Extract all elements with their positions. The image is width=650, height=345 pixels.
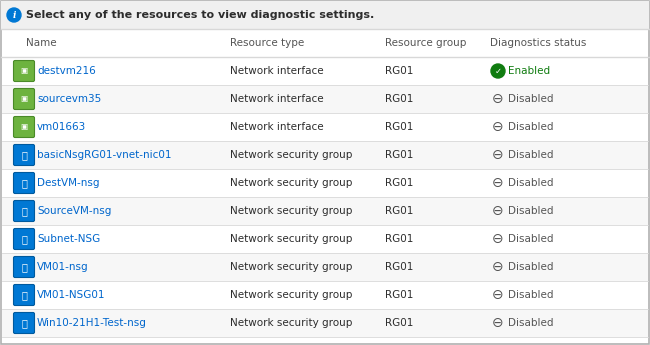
Text: sourcevm35: sourcevm35 xyxy=(37,94,101,104)
Text: ⊖: ⊖ xyxy=(492,120,504,134)
Text: ✓: ✓ xyxy=(495,67,502,76)
Text: Disabled: Disabled xyxy=(508,150,554,160)
FancyBboxPatch shape xyxy=(14,60,34,81)
FancyBboxPatch shape xyxy=(14,117,34,138)
Text: RG01: RG01 xyxy=(385,94,413,104)
Text: ⊖: ⊖ xyxy=(492,176,504,190)
FancyBboxPatch shape xyxy=(14,89,34,109)
Text: ▣: ▣ xyxy=(20,67,27,76)
Text: RG01: RG01 xyxy=(385,178,413,188)
Text: destvm216: destvm216 xyxy=(37,66,96,76)
FancyBboxPatch shape xyxy=(2,253,648,281)
Text: Disabled: Disabled xyxy=(508,262,554,272)
FancyBboxPatch shape xyxy=(2,197,648,225)
FancyBboxPatch shape xyxy=(2,57,648,85)
Text: Network interface: Network interface xyxy=(230,122,324,132)
Circle shape xyxy=(7,8,21,22)
Text: Disabled: Disabled xyxy=(508,122,554,132)
Text: Resource type: Resource type xyxy=(230,38,304,48)
Text: Enabled: Enabled xyxy=(508,66,550,76)
Text: Network security group: Network security group xyxy=(230,262,352,272)
Text: Disabled: Disabled xyxy=(508,318,554,328)
Text: Network security group: Network security group xyxy=(230,178,352,188)
Text: Network security group: Network security group xyxy=(230,234,352,244)
Text: ⊖: ⊖ xyxy=(492,92,504,106)
Text: 🛡: 🛡 xyxy=(21,150,27,160)
Text: RG01: RG01 xyxy=(385,206,413,216)
FancyBboxPatch shape xyxy=(14,256,34,277)
Text: Network interface: Network interface xyxy=(230,94,324,104)
Text: DestVM-nsg: DestVM-nsg xyxy=(37,178,99,188)
Text: VM01-nsg: VM01-nsg xyxy=(37,262,88,272)
Text: RG01: RG01 xyxy=(385,122,413,132)
Text: 🛡: 🛡 xyxy=(21,290,27,300)
Text: Network interface: Network interface xyxy=(230,66,324,76)
Text: 🛡: 🛡 xyxy=(21,178,27,188)
Text: Disabled: Disabled xyxy=(508,178,554,188)
FancyBboxPatch shape xyxy=(2,225,648,253)
FancyBboxPatch shape xyxy=(2,85,648,113)
Text: Disabled: Disabled xyxy=(508,234,554,244)
Text: Disabled: Disabled xyxy=(508,94,554,104)
FancyBboxPatch shape xyxy=(14,313,34,334)
FancyBboxPatch shape xyxy=(2,141,648,169)
Text: 🛡: 🛡 xyxy=(21,262,27,272)
FancyBboxPatch shape xyxy=(2,113,648,141)
Text: ⊖: ⊖ xyxy=(492,316,504,330)
Text: Win10-21H1-Test-nsg: Win10-21H1-Test-nsg xyxy=(37,318,147,328)
Text: RG01: RG01 xyxy=(385,234,413,244)
Text: Disabled: Disabled xyxy=(508,206,554,216)
Text: Name: Name xyxy=(26,38,57,48)
Text: Resource group: Resource group xyxy=(385,38,467,48)
FancyBboxPatch shape xyxy=(2,309,648,337)
FancyBboxPatch shape xyxy=(14,228,34,249)
FancyBboxPatch shape xyxy=(2,281,648,309)
Text: Diagnostics status: Diagnostics status xyxy=(490,38,586,48)
Text: Network security group: Network security group xyxy=(230,290,352,300)
FancyBboxPatch shape xyxy=(14,145,34,166)
Text: Disabled: Disabled xyxy=(508,290,554,300)
FancyBboxPatch shape xyxy=(2,169,648,197)
Text: RG01: RG01 xyxy=(385,318,413,328)
Text: ▣: ▣ xyxy=(20,95,27,103)
Text: RG01: RG01 xyxy=(385,290,413,300)
FancyBboxPatch shape xyxy=(14,172,34,194)
Text: Select any of the resources to view diagnostic settings.: Select any of the resources to view diag… xyxy=(26,10,374,20)
Text: ⊖: ⊖ xyxy=(492,260,504,274)
Text: SourceVM-nsg: SourceVM-nsg xyxy=(37,206,111,216)
FancyBboxPatch shape xyxy=(1,1,649,29)
Text: 🛡: 🛡 xyxy=(21,206,27,216)
Text: RG01: RG01 xyxy=(385,262,413,272)
Circle shape xyxy=(491,64,505,78)
Text: ⊖: ⊖ xyxy=(492,148,504,162)
FancyBboxPatch shape xyxy=(14,200,34,221)
Text: RG01: RG01 xyxy=(385,150,413,160)
Text: 🛡: 🛡 xyxy=(21,234,27,244)
Text: vm01663: vm01663 xyxy=(37,122,86,132)
Text: 🛡: 🛡 xyxy=(21,318,27,328)
Text: Subnet-NSG: Subnet-NSG xyxy=(37,234,100,244)
FancyBboxPatch shape xyxy=(14,285,34,306)
Text: i: i xyxy=(12,11,16,20)
Text: basicNsgRG01-vnet-nic01: basicNsgRG01-vnet-nic01 xyxy=(37,150,172,160)
Text: ⊖: ⊖ xyxy=(492,204,504,218)
Text: Network security group: Network security group xyxy=(230,206,352,216)
Text: VM01-NSG01: VM01-NSG01 xyxy=(37,290,105,300)
Text: ⊖: ⊖ xyxy=(492,232,504,246)
Text: Network security group: Network security group xyxy=(230,318,352,328)
Text: Network security group: Network security group xyxy=(230,150,352,160)
Text: ⊖: ⊖ xyxy=(492,288,504,302)
Text: ▣: ▣ xyxy=(20,122,27,131)
Text: RG01: RG01 xyxy=(385,66,413,76)
